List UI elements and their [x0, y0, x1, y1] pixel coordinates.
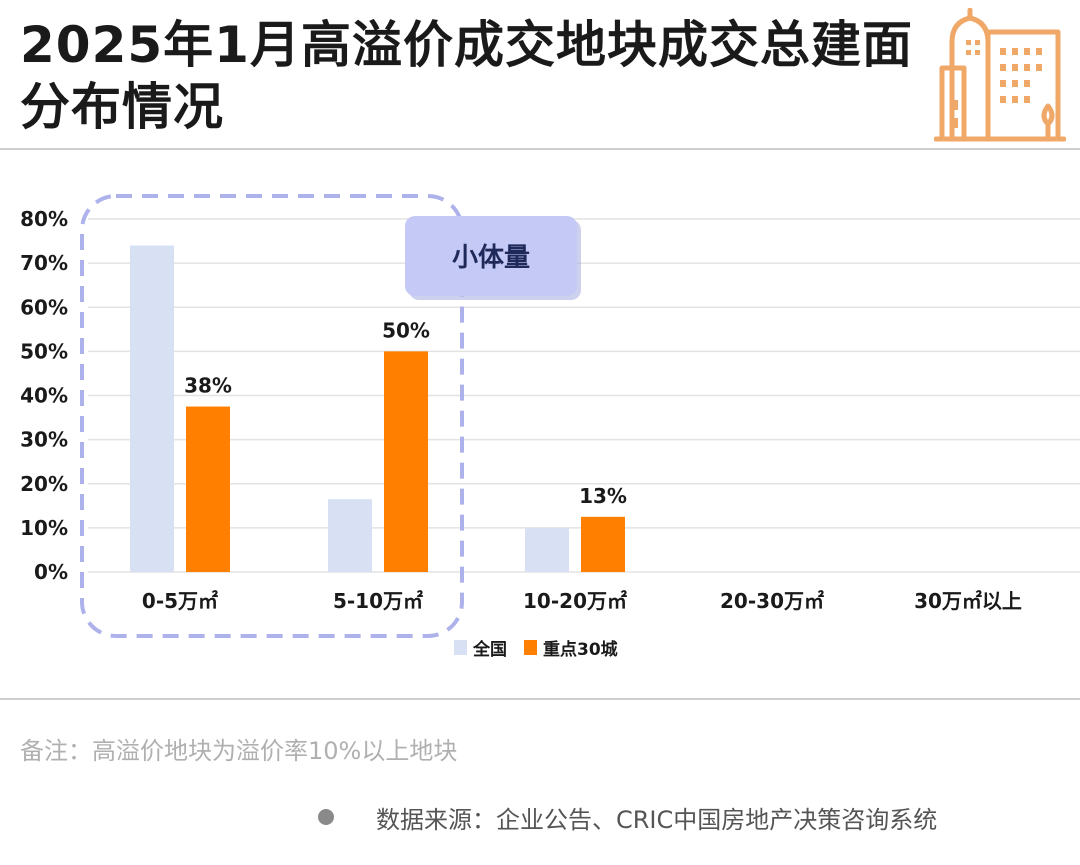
data-source: 数据来源：企业公告、CRIC中国房地产决策咨询系统: [376, 806, 938, 834]
category-label: 30万㎡以上: [914, 589, 1022, 613]
data-label: 38%: [184, 374, 232, 398]
chart-title: 2025年1月高溢价成交地块成交总建面分布情况: [20, 16, 913, 136]
legend-label-key30: 重点30城: [543, 639, 618, 660]
y-tick-label: 50%: [20, 339, 68, 363]
category-label: 0-5万㎡: [142, 589, 218, 613]
buildings-icon: [934, 8, 1066, 142]
bar-key30-2: [581, 516, 625, 572]
data-labels: 38% 50% 13%: [184, 318, 627, 507]
bar-national-1: [328, 499, 372, 572]
y-tick-label: 10%: [20, 516, 68, 540]
y-tick-label: 70%: [20, 251, 68, 275]
bar-key30-0: [186, 406, 230, 572]
legend-swatch-national: [454, 640, 467, 655]
y-tick-label: 0%: [34, 560, 68, 584]
legend-swatch-key30: [524, 640, 537, 655]
category-label: 20-30万㎡: [720, 589, 824, 613]
bar-national-2: [525, 527, 569, 572]
y-axis-ticks: 0% 10% 20% 30% 40% 50% 60% 70% 80%: [20, 207, 68, 584]
y-tick-label: 40%: [20, 384, 68, 408]
footnote: 备注：高溢价地块为溢价率10%以上地块: [20, 737, 458, 765]
legend-label-national: 全国: [472, 639, 507, 660]
bullet-icon: [318, 809, 334, 825]
y-tick-label: 30%: [20, 428, 68, 452]
data-label: 13%: [579, 484, 627, 508]
small-volume-callout: 小体量: [405, 216, 581, 300]
y-tick-label: 60%: [20, 295, 68, 319]
y-tick-label: 20%: [20, 472, 68, 496]
grid-lines: [88, 218, 1080, 573]
bar-national-0: [130, 245, 174, 572]
x-axis-categories: 0-5万㎡ 5-10万㎡ 10-20万㎡ 20-30万㎡ 30万㎡以上: [142, 589, 1022, 613]
data-label: 50%: [382, 318, 430, 342]
small-volume-highlight-frame: [80, 194, 464, 638]
header-divider: [0, 148, 1080, 150]
bars: [130, 245, 625, 572]
footer-divider: [0, 698, 1080, 700]
category-label: 5-10万㎡: [333, 589, 423, 613]
callout-label: 小体量: [452, 243, 530, 273]
category-label: 10-20万㎡: [523, 589, 627, 613]
bar-chart: 0% 10% 20% 30% 40% 50% 60% 70% 80% 38% 50% 13% 0-5…: [20, 194, 1080, 660]
legend: 全国 重点30城: [454, 639, 618, 660]
y-tick-label: 80%: [20, 207, 68, 231]
bar-key30-1: [384, 351, 428, 572]
